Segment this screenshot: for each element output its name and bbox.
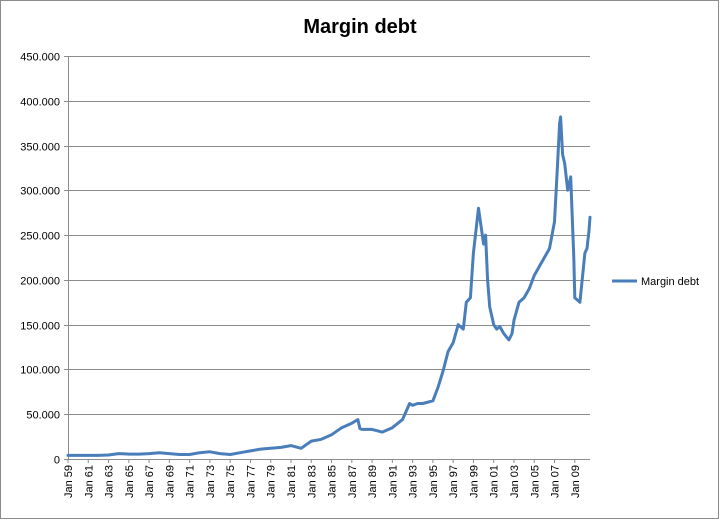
x-tick-label: Jan 91 <box>387 465 399 498</box>
x-tick-label: Jan 85 <box>327 465 339 498</box>
x-tick-labels: Jan 59 Jan 61 Jan 63 Jan 65 Jan 67 Jan 69 Jan … <box>63 465 582 498</box>
y-tick-labels: 0 50.000 100.000 150.000 200.000 250.000 300.0… <box>20 52 60 467</box>
gridlines <box>68 56 590 415</box>
y-tick-label: 200.000 <box>20 276 60 288</box>
x-tick-label: Jan 69 <box>164 465 176 498</box>
x-tick-label: Jan 07 <box>550 465 562 498</box>
y-tick-label: 250.000 <box>20 231 60 243</box>
y-tick-label: 400.000 <box>20 97 60 109</box>
x-tick-label: Jan 73 <box>205 465 217 498</box>
series-lines <box>66 115 592 457</box>
y-tick-label: 0 <box>54 455 60 467</box>
x-tick-label: Jan 09 <box>570 465 582 498</box>
x-tick-label: Jan 79 <box>266 465 278 498</box>
x-tick-label: Jan 89 <box>367 465 379 498</box>
x-tick-label: Jan 77 <box>245 465 257 498</box>
x-tick-label: Jan 71 <box>185 465 197 498</box>
y-tick-label: 100.000 <box>20 365 60 377</box>
legend-label: Margin debt <box>641 276 699 288</box>
y-tick-label: 350.000 <box>20 142 60 154</box>
x-tick-label: Jan 95 <box>428 465 440 498</box>
x-tick-label: Jan 83 <box>306 465 318 498</box>
y-tick-label: 300.000 <box>20 186 60 198</box>
y-tick-label: 150.000 <box>20 321 60 333</box>
x-tick-label: Jan 97 <box>448 465 460 498</box>
x-tick-label: Jan 81 <box>286 465 298 498</box>
x-tick-label: Jan 67 <box>144 465 156 498</box>
x-tick-label: Jan 01 <box>489 465 501 498</box>
x-tick-label: Jan 59 <box>63 465 75 498</box>
x-tick-label: Jan 05 <box>529 465 541 498</box>
x-tick-label: Jan 99 <box>468 465 480 498</box>
x-tick-label: Jan 75 <box>225 465 237 498</box>
x-tick-label: Jan 63 <box>104 465 116 498</box>
chart-title: Margin debt <box>303 16 417 38</box>
y-tick-label: 50.000 <box>26 410 60 422</box>
series-line <box>66 115 592 457</box>
x-tick-label: Jan 61 <box>83 465 95 498</box>
x-tick-label: Jan 65 <box>124 465 136 498</box>
x-tick-label: Jan 87 <box>347 465 359 498</box>
axes <box>64 56 590 463</box>
x-tick-label: Jan 03 <box>509 465 521 498</box>
y-tick-label: 450.000 <box>20 52 60 64</box>
legend: Margin debt <box>612 276 699 288</box>
x-tick-label: Jan 93 <box>408 465 420 498</box>
